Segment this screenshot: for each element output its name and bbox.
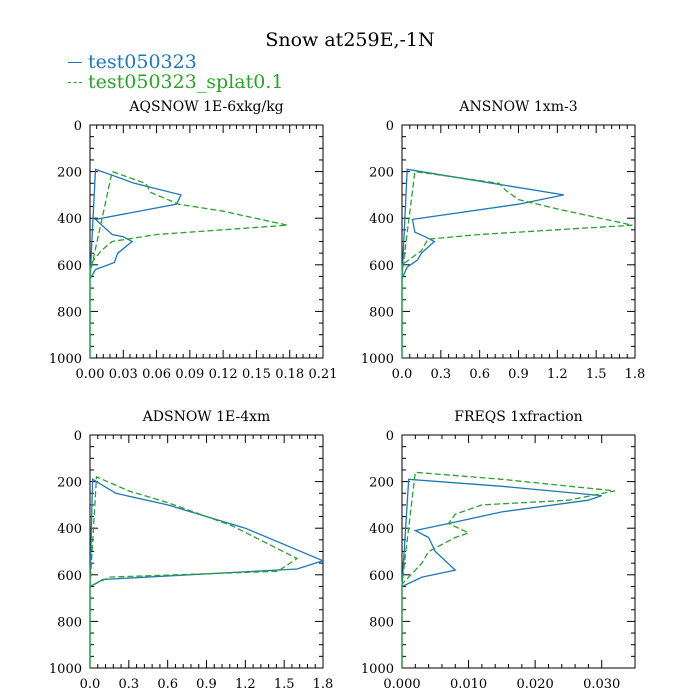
panel-1-title: AQSNOW 1E-6xkg/kg <box>128 99 283 115</box>
panel-1-xtick-label: 0.03 <box>109 367 138 382</box>
panel-2-ytick-label: 1000 <box>361 352 394 367</box>
panel-1-xtick-label: 0.09 <box>175 367 204 382</box>
panel-4-ytick-label: 1000 <box>361 662 394 677</box>
panel-2-xtick-label: 0.9 <box>508 367 529 382</box>
panel-2-ytick-label: 400 <box>369 212 394 227</box>
legend-label-1: test050323 <box>88 51 197 73</box>
panel-3-series-test050323 <box>89 478 325 668</box>
panel-2-xtick-label: 0.0 <box>392 367 413 382</box>
panel-1-ytick-label: 1000 <box>49 352 82 367</box>
panel-3-ytick-label: 1000 <box>49 662 82 677</box>
panel-4-ytick-label: 200 <box>369 476 394 491</box>
panel-2-ytick-label: 800 <box>369 305 394 320</box>
panel-1-frame <box>89 124 324 359</box>
legend-swatch-1 <box>68 61 82 63</box>
panel-4-series-test050323 <box>401 478 602 668</box>
panel-4-ytick-label: 400 <box>369 522 394 537</box>
panel-1-xtick-label: 0.21 <box>309 367 338 382</box>
panel-3-frame <box>89 434 324 669</box>
panel-3-ytick-label: 600 <box>57 569 82 584</box>
panel-2-series-splat0-1 <box>401 170 633 358</box>
panel-4-title: FREQS 1xfraction <box>454 409 582 425</box>
panel-2-xtick-label: 1.8 <box>625 367 646 382</box>
panel-3-xtick-label: 0.9 <box>196 677 217 692</box>
panel-1-xtick-label: 0.12 <box>209 367 238 382</box>
panel-2-frame <box>401 124 636 359</box>
panel-1-xtick-label: 0.00 <box>76 367 105 382</box>
panel-3-xtick-label: 1.2 <box>235 677 256 692</box>
panel-1-xtick-label: 0.15 <box>242 367 271 382</box>
panel-4-ytick-label: 600 <box>369 569 394 584</box>
legend: test050323 test050323_splat0.1 <box>68 52 283 92</box>
panel-4-xtick-label: 0.020 <box>517 677 554 692</box>
panel-2-ytick-label: 600 <box>369 259 394 274</box>
legend-entry-1: test050323 <box>68 52 283 72</box>
figure-title: Snow at259E,-1N <box>265 29 435 51</box>
legend-entry-2: test050323_splat0.1 <box>68 72 283 92</box>
panel-2-series-test050323 <box>401 168 564 358</box>
panel-4-xtick-label: 0.010 <box>450 677 487 692</box>
panel-4-xtick-label: 0.030 <box>583 677 620 692</box>
panel-1-series-splat0-1 <box>89 170 288 358</box>
legend-swatch-2 <box>68 81 82 83</box>
panel-3-ytick-label: 0 <box>74 429 82 444</box>
legend-label-2: test050323_splat0.1 <box>88 71 284 93</box>
panel-2-ytick-label: 200 <box>369 166 394 181</box>
panel-3-xtick-label: 0.0 <box>80 677 101 692</box>
panel-3-xtick-label: 0.3 <box>118 677 139 692</box>
panel-2-ytick-label: 0 <box>386 119 394 134</box>
panel-3-series-splat0-1 <box>89 475 299 668</box>
panel-3-title: ADSNOW 1E-4xm <box>142 409 271 425</box>
panel-2-xtick-label: 0.6 <box>469 367 490 382</box>
panel-3-ytick-label: 200 <box>57 476 82 491</box>
panel-4-ytick-label: 0 <box>386 429 394 444</box>
panel-2-xtick-label: 1.5 <box>586 367 607 382</box>
panel-1-ytick-label: 200 <box>57 166 82 181</box>
panel-3-xtick-label: 1.5 <box>274 677 295 692</box>
panel-1-ytick-label: 400 <box>57 212 82 227</box>
panel-3-xtick-label: 0.6 <box>157 677 178 692</box>
panel-1-xtick-label: 0.06 <box>142 367 171 382</box>
panel-3-xtick-label: 1.8 <box>313 677 334 692</box>
panel-1-ytick-label: 0 <box>74 119 82 134</box>
panel-2-xtick-label: 0.3 <box>430 367 451 382</box>
panel-4-ytick-label: 800 <box>369 615 394 630</box>
panel-1-series-test050323 <box>89 168 182 358</box>
panel-4-frame <box>401 434 636 669</box>
panel-2-title: ANSNOW 1xm-3 <box>458 99 577 115</box>
panel-2-xtick-label: 1.2 <box>547 367 568 382</box>
panel-1-ytick-label: 800 <box>57 305 82 320</box>
panel-4-xtick-label: 0.000 <box>383 677 420 692</box>
panel-3-ytick-label: 800 <box>57 615 82 630</box>
panel-3-ytick-label: 400 <box>57 522 82 537</box>
panel-4-series-splat0-1 <box>401 471 616 668</box>
panel-1-xtick-label: 0.18 <box>275 367 304 382</box>
panel-1-ytick-label: 600 <box>57 259 82 274</box>
